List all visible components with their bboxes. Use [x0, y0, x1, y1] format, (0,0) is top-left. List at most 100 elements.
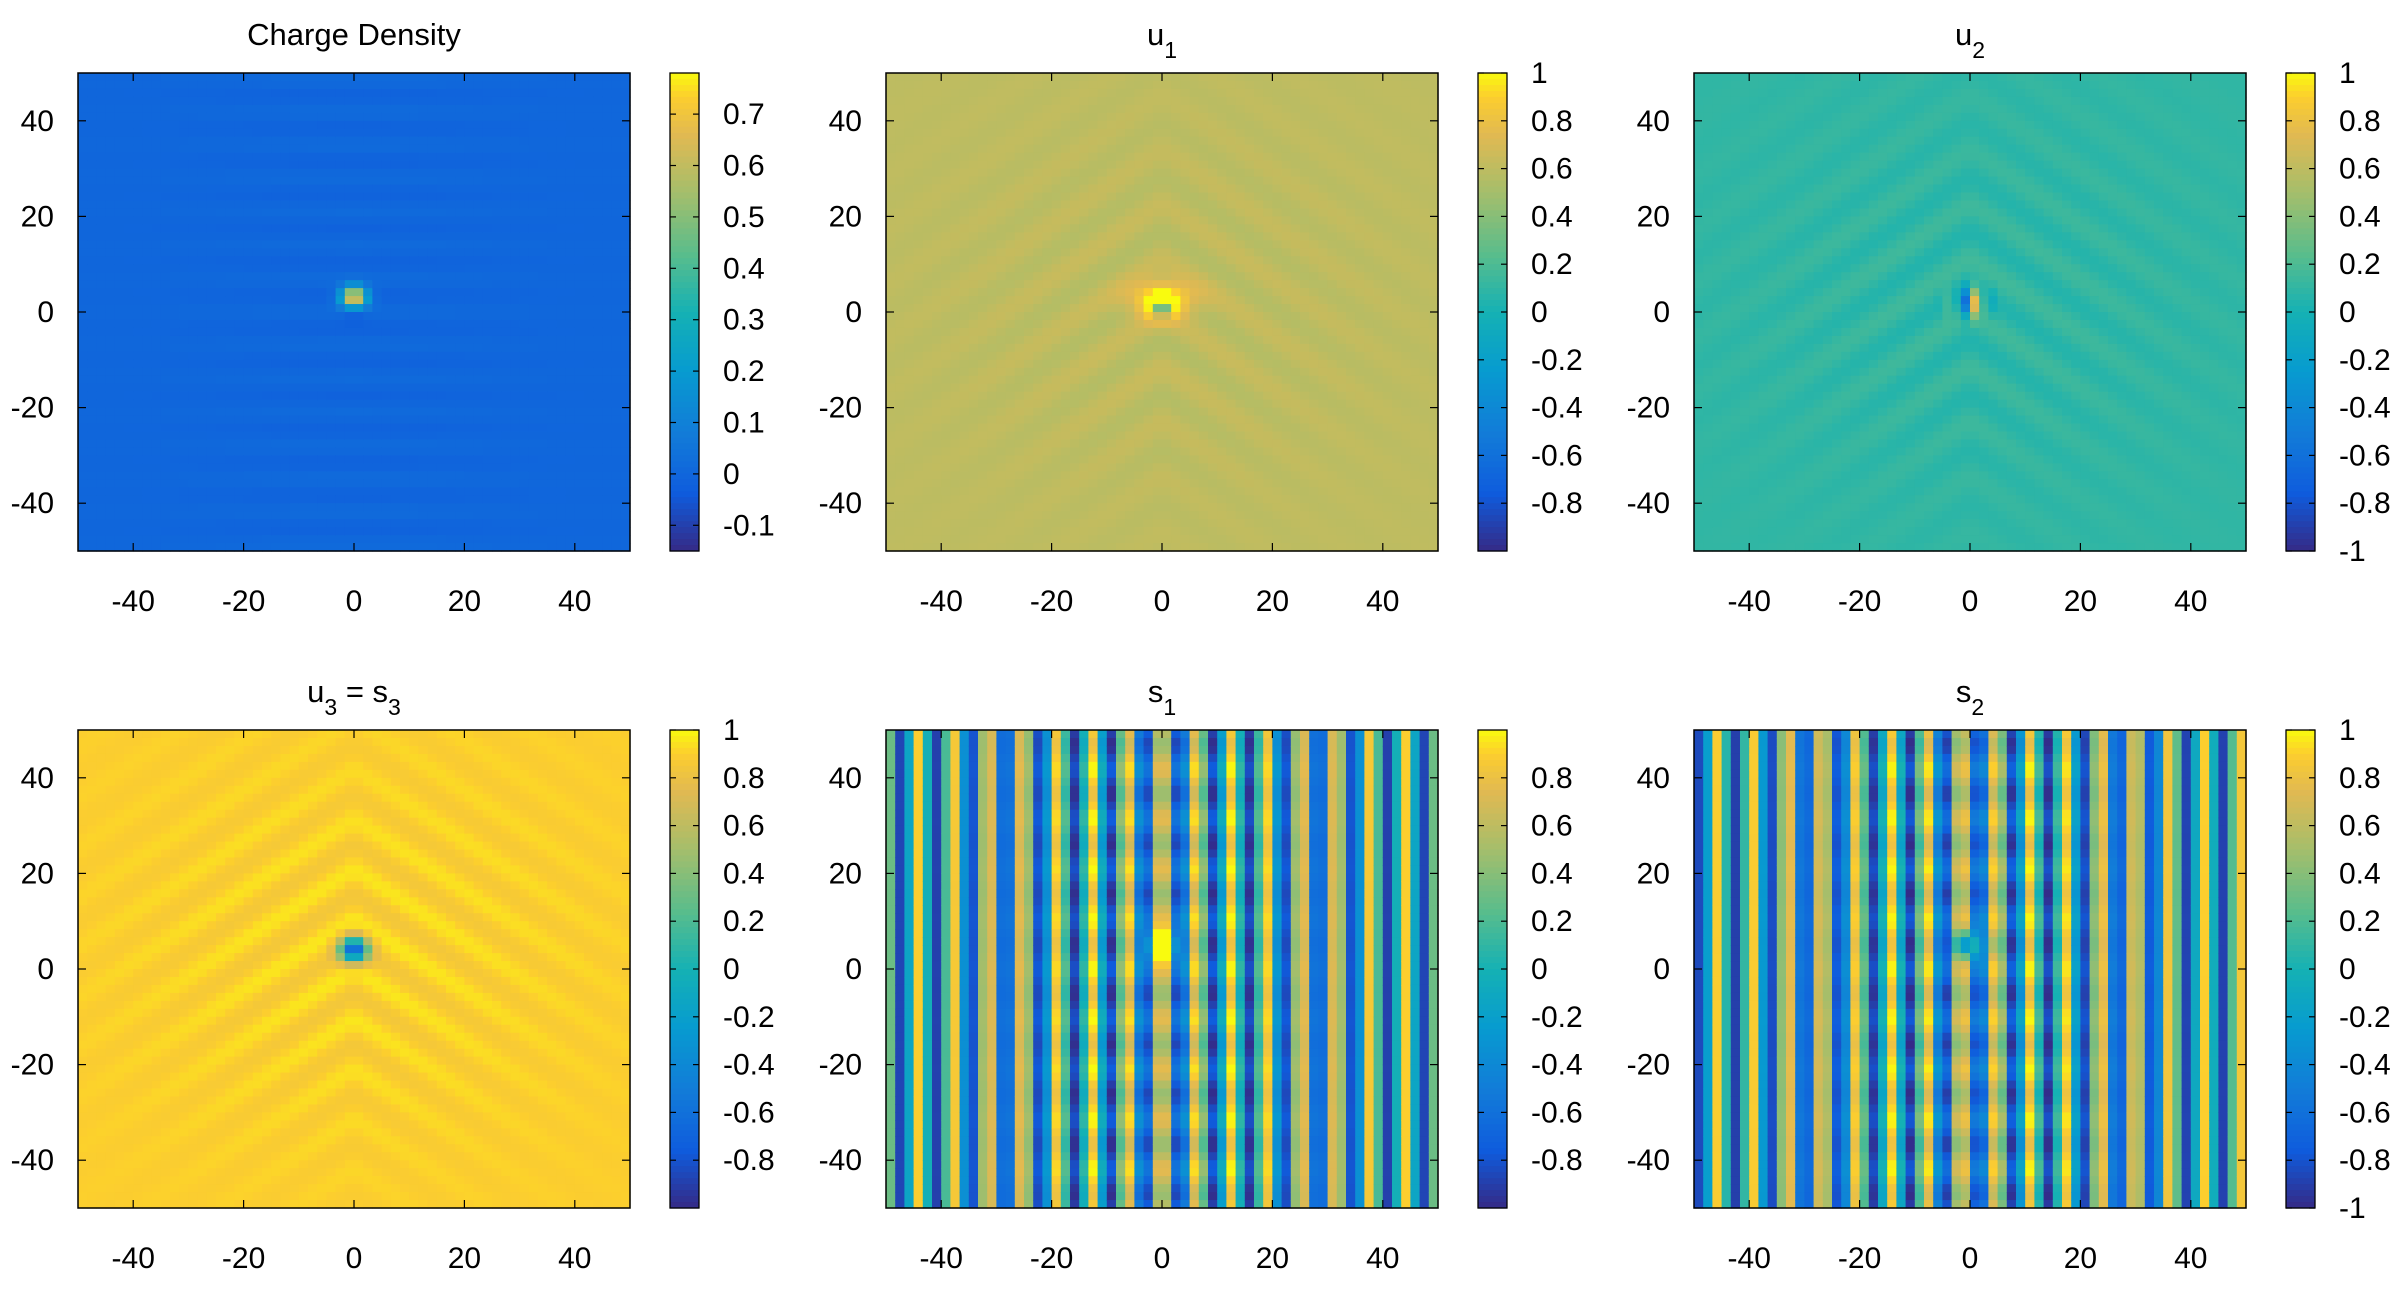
- heatmap-cell: [280, 240, 290, 249]
- heatmap-cell: [354, 137, 364, 146]
- heatmap-cell: [253, 280, 263, 289]
- heatmap-cell: [621, 272, 631, 281]
- heatmap-cell: [886, 408, 896, 417]
- heatmap-cell: [474, 495, 484, 504]
- heatmap-cell: [363, 463, 373, 472]
- colorbar-segment: [670, 91, 699, 98]
- heatmap-cell: [914, 424, 924, 433]
- heatmap-cell: [161, 145, 171, 154]
- heatmap-cell: [280, 248, 290, 257]
- heatmap-cell: [115, 248, 125, 257]
- heatmap-cell: [317, 463, 327, 472]
- heatmap-cell: [547, 400, 557, 409]
- heatmap-cell: [1070, 447, 1080, 456]
- heatmap-cell: [556, 129, 566, 138]
- heatmap-cell: [575, 137, 585, 146]
- heatmap-cell: [133, 161, 143, 170]
- heatmap-cell: [978, 535, 988, 544]
- heatmap-cell: [308, 272, 318, 281]
- heatmap-cell: [593, 432, 603, 441]
- heatmap-cell: [483, 81, 493, 90]
- heatmap-cell: [363, 519, 373, 528]
- heatmap-cell: [547, 408, 557, 417]
- heatmap-cell: [437, 224, 447, 233]
- heatmap-cell: [978, 145, 988, 154]
- heatmap-cell: [510, 169, 520, 178]
- heatmap-cell: [501, 177, 511, 186]
- heatmap-cell: [244, 424, 254, 433]
- heatmap-cell: [1042, 304, 1052, 313]
- heatmap-cell: [317, 89, 327, 98]
- heatmap-cell: [602, 224, 612, 233]
- heatmap-cell: [464, 161, 474, 170]
- heatmap-cell: [1006, 408, 1016, 417]
- heatmap-cell: [161, 97, 171, 106]
- heatmap-cell: [566, 248, 576, 257]
- heatmap-cell: [904, 89, 914, 98]
- heatmap-cell: [437, 97, 447, 106]
- heatmap-cell: [602, 272, 612, 281]
- heatmap-cell: [253, 376, 263, 385]
- heatmap-cell: [987, 392, 997, 401]
- heatmap-cell: [244, 344, 254, 353]
- heatmap-cell: [1061, 320, 1071, 329]
- heatmap-cell: [271, 145, 281, 154]
- heatmap-cell: [161, 368, 171, 377]
- heatmap-cell: [234, 153, 244, 162]
- heatmap-cell: [1024, 487, 1034, 496]
- heatmap-cell: [904, 193, 914, 202]
- heatmap-cell: [612, 73, 622, 82]
- heatmap-cell: [87, 185, 97, 194]
- heatmap-cell: [161, 392, 171, 401]
- heatmap-cell: [978, 264, 988, 273]
- heatmap-cell: [1015, 296, 1025, 305]
- heatmap-cell: [584, 280, 594, 289]
- heatmap-cell: [886, 439, 896, 448]
- heatmap-cell: [510, 288, 520, 297]
- heatmap-cell: [556, 416, 566, 425]
- heatmap-cell: [1033, 503, 1043, 512]
- heatmap-cell: [950, 455, 960, 464]
- heatmap-cell: [960, 216, 970, 225]
- heatmap-cell: [464, 296, 474, 305]
- heatmap-cell: [1033, 384, 1043, 393]
- heatmap-cell: [161, 296, 171, 305]
- heatmap-cell: [1042, 447, 1052, 456]
- heatmap-cell: [244, 161, 254, 170]
- heatmap-cell: [262, 424, 272, 433]
- heatmap-cell: [354, 328, 364, 337]
- heatmap-cell: [978, 463, 988, 472]
- heatmap-cell: [904, 153, 914, 162]
- heatmap-cell: [437, 121, 447, 130]
- heatmap-cell: [271, 264, 281, 273]
- heatmap-cell: [437, 328, 447, 337]
- heatmap-cell: [437, 129, 447, 138]
- heatmap-cell: [492, 479, 502, 488]
- heatmap-cell: [336, 97, 346, 106]
- heatmap-cell: [253, 312, 263, 321]
- heatmap-cell: [510, 200, 520, 209]
- heatmap-cell: [418, 280, 428, 289]
- heatmap-cell: [446, 216, 456, 225]
- heatmap-cell: [409, 344, 419, 353]
- heatmap-cell: [391, 312, 401, 321]
- heatmap-cell: [1070, 113, 1080, 122]
- heatmap-cell: [363, 145, 373, 154]
- heatmap-cell: [932, 487, 942, 496]
- heatmap-cell: [492, 503, 502, 512]
- heatmap-cell: [179, 185, 189, 194]
- heatmap-cell: [372, 280, 382, 289]
- heatmap-cell: [87, 169, 97, 178]
- heatmap-cell: [538, 471, 548, 480]
- heatmap-cell: [1024, 81, 1034, 90]
- heatmap-cell: [115, 304, 125, 313]
- heatmap-cell: [391, 503, 401, 512]
- heatmap-cell: [455, 400, 465, 409]
- heatmap-cell: [950, 121, 960, 130]
- heatmap-cell: [363, 408, 373, 417]
- heatmap-cell: [1015, 519, 1025, 528]
- heatmap-cell: [290, 129, 300, 138]
- heatmap-cell: [914, 471, 924, 480]
- heatmap-cell: [437, 240, 447, 249]
- heatmap-cell: [584, 519, 594, 528]
